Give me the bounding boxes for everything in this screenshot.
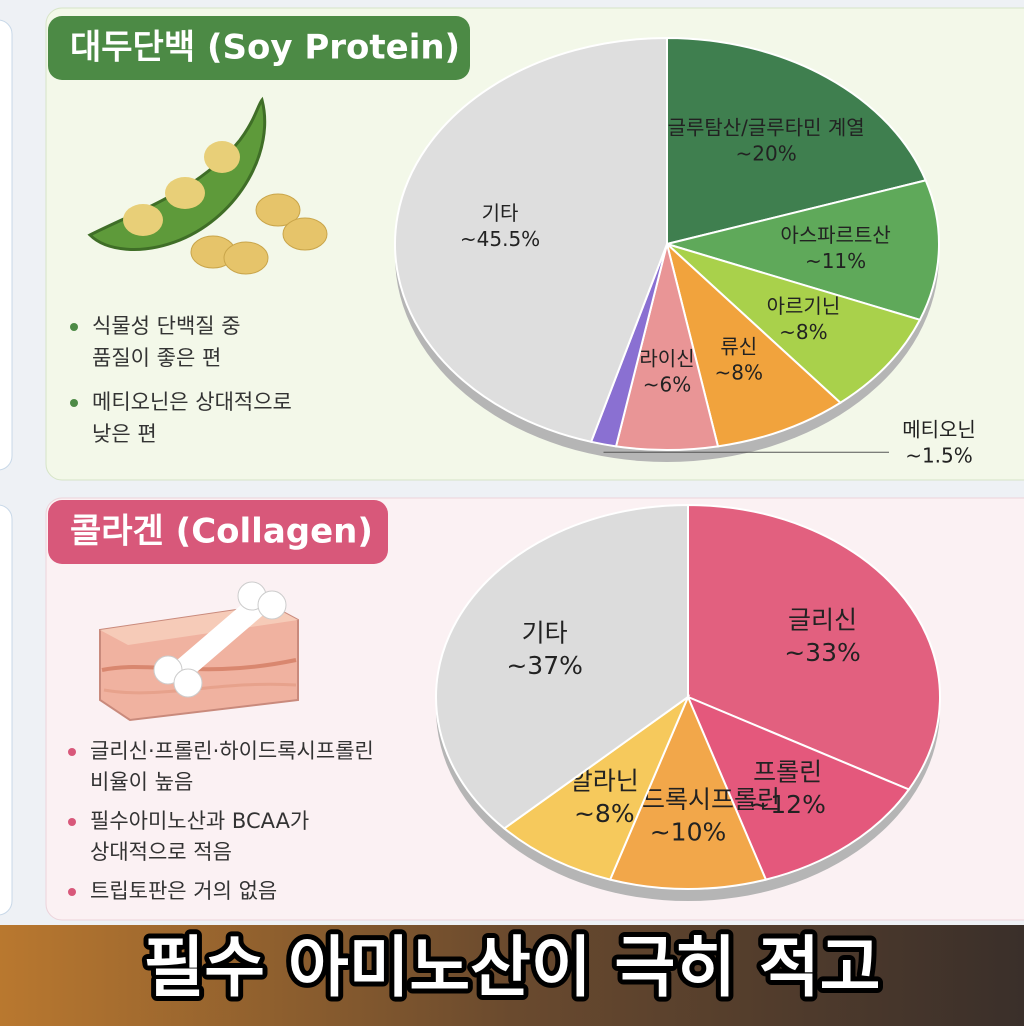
bullet bbox=[70, 323, 78, 331]
slice-value: ~8% bbox=[779, 320, 828, 344]
slice-label: 글루탐산/글루타민 계열 ~20% bbox=[668, 115, 865, 165]
note-text: 글리신·프롤린·하이드록시프롤린 bbox=[90, 739, 374, 763]
soybean-illustration bbox=[87, 96, 328, 275]
slice-value: ~1.5% bbox=[905, 443, 973, 467]
title-pill bbox=[48, 500, 388, 564]
slice-category: 기타 bbox=[522, 619, 568, 648]
note-text: 품질이 좋은 편 bbox=[92, 346, 221, 370]
slice-category: 글리신 bbox=[788, 605, 857, 634]
pie-slice bbox=[666, 243, 922, 404]
slice-label: 아르기닌 ~8% bbox=[767, 294, 841, 344]
slice-value: ~20% bbox=[736, 141, 797, 165]
slice-category: 메티오닌 bbox=[902, 417, 976, 441]
slice-label: 글리신 ~33% bbox=[784, 605, 861, 667]
slice-label: 기타 ~45.5% bbox=[460, 201, 540, 251]
side-panel bbox=[0, 19, 13, 471]
pie-slice bbox=[394, 36, 668, 443]
bullet bbox=[68, 748, 76, 756]
slice-category: 기타 bbox=[482, 201, 519, 225]
side-panel bbox=[0, 504, 13, 916]
note-text: 상대적으로 적음 bbox=[90, 840, 232, 864]
pie-slice bbox=[608, 694, 768, 890]
slice-label: 알라닌 ~8% bbox=[570, 767, 639, 829]
note-text: 식물성 단백질 중 bbox=[92, 314, 241, 338]
slice-value: ~45.5% bbox=[460, 227, 540, 251]
panel-title: 대두단백 (Soy Protein) bbox=[70, 28, 460, 68]
slice-label: 메티오닌 ~1.5% bbox=[902, 417, 976, 467]
slice-value: ~8% bbox=[715, 360, 764, 384]
pie-slice bbox=[666, 36, 928, 246]
slice-label: 류신 ~8% bbox=[715, 334, 764, 384]
bullet bbox=[68, 818, 76, 826]
slice-label: 프롤린 ~12% bbox=[749, 758, 826, 820]
note-text: 필수아미노산과 BCAA가 bbox=[90, 809, 309, 833]
pie-slice bbox=[687, 503, 941, 791]
slice-label: 아스파르트산 ~11% bbox=[780, 223, 890, 273]
slice-category: 류신 bbox=[720, 334, 757, 358]
pie-slice bbox=[665, 241, 843, 448]
tissue-illustration bbox=[99, 581, 299, 722]
title-pill bbox=[48, 16, 470, 80]
slice-label: 기타 ~37% bbox=[506, 619, 583, 681]
note-text: 낮은 편 bbox=[92, 422, 157, 446]
pie-slice bbox=[663, 179, 940, 322]
slice-value: ~11% bbox=[805, 249, 866, 273]
slice-value: ~12% bbox=[749, 790, 826, 819]
pie-slice bbox=[502, 694, 691, 881]
slice-category: 아르기닌 bbox=[767, 294, 841, 318]
slice-label: 라이신 ~6% bbox=[639, 346, 694, 396]
slice-value: ~6% bbox=[643, 372, 692, 396]
slice-value: ~37% bbox=[506, 651, 583, 680]
caption: 필수 아미노산이 극히 적고 bbox=[144, 929, 881, 1006]
slice-category: 아스파르트산 bbox=[780, 223, 890, 247]
bullet bbox=[68, 888, 76, 896]
slice-value: ~8% bbox=[574, 799, 635, 828]
panel-title: 콜라겐 (Collagen) bbox=[70, 512, 373, 552]
note-text: 비율이 높음 bbox=[90, 770, 193, 794]
caption-band bbox=[0, 925, 1024, 1026]
note-text: 트립토판은 거의 없음 bbox=[90, 879, 277, 903]
slice-category: 라이신 bbox=[639, 346, 694, 370]
note-text: 메티오닌은 상대적으로 bbox=[92, 390, 292, 414]
bullet bbox=[70, 399, 78, 407]
pie-slice bbox=[686, 695, 911, 881]
slice-value: ~10% bbox=[650, 818, 727, 847]
slice-category: 글루탐산/글루타민 계열 bbox=[668, 115, 865, 139]
pie-slice bbox=[435, 503, 689, 830]
slice-category: 프롤린 bbox=[753, 758, 822, 787]
slice-value: ~33% bbox=[784, 638, 861, 667]
